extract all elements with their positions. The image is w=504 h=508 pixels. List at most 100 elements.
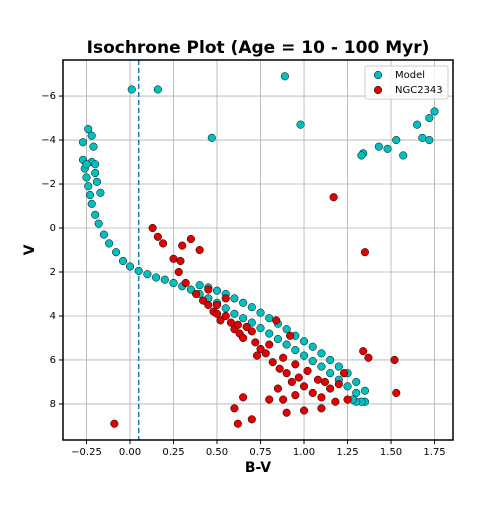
- point: [87, 131, 96, 140]
- point: [186, 285, 195, 294]
- point: [364, 353, 373, 362]
- y-tick-label: −2: [41, 179, 56, 190]
- point: [89, 142, 98, 151]
- point: [317, 404, 326, 413]
- point: [308, 342, 317, 351]
- point: [313, 375, 323, 384]
- point: [216, 316, 225, 325]
- point: [176, 256, 185, 266]
- point: [299, 382, 309, 391]
- point: [331, 397, 340, 406]
- point: [239, 333, 248, 343]
- point: [96, 188, 105, 197]
- point: [299, 337, 309, 346]
- point: [359, 347, 368, 356]
- y-axis-label: V: [22, 244, 38, 255]
- point: [148, 223, 157, 233]
- point: [230, 404, 239, 413]
- point: [204, 285, 213, 294]
- x-tick-label: 0.25: [162, 447, 184, 458]
- point: [94, 219, 103, 228]
- point: [374, 142, 383, 151]
- point: [256, 308, 265, 317]
- point: [390, 355, 399, 365]
- point: [340, 369, 349, 378]
- point: [87, 199, 96, 208]
- point: [84, 125, 93, 134]
- point: [195, 245, 204, 255]
- point: [352, 377, 361, 386]
- point: [242, 322, 251, 332]
- point: [296, 120, 305, 129]
- x-tick-label: 1.25: [336, 447, 358, 458]
- point: [99, 230, 108, 239]
- point: [265, 329, 274, 338]
- point: [279, 395, 288, 404]
- point: [134, 266, 143, 275]
- point: [326, 384, 335, 393]
- point: [265, 340, 274, 349]
- legend-box: [364, 65, 449, 100]
- x-tick-label: 1.75: [423, 447, 445, 458]
- point: [256, 344, 265, 354]
- point: [239, 314, 248, 323]
- point: [413, 120, 422, 129]
- point: [360, 386, 369, 395]
- point: [247, 318, 256, 327]
- point: [287, 377, 296, 386]
- point: [299, 406, 309, 415]
- point: [204, 300, 213, 310]
- point: [282, 325, 291, 334]
- point: [294, 373, 303, 382]
- legend-marker: [373, 70, 383, 80]
- chart-title: Isochrone Plot (Age = 10 - 100 Myr): [87, 38, 430, 58]
- y-tick-label: 6: [50, 355, 56, 366]
- point: [207, 133, 216, 142]
- point: [251, 338, 260, 347]
- point: [212, 300, 222, 310]
- point: [105, 239, 114, 248]
- y-tick-label: 0: [50, 223, 56, 234]
- legend-marker: [373, 85, 383, 95]
- point: [256, 324, 265, 333]
- point: [352, 388, 361, 397]
- point: [399, 151, 408, 160]
- x-tick-label: 0.50: [206, 447, 228, 458]
- point: [392, 388, 401, 397]
- point: [78, 138, 88, 147]
- point: [252, 351, 262, 360]
- point: [84, 182, 93, 191]
- point: [272, 316, 281, 325]
- point: [92, 177, 101, 186]
- point: [91, 210, 100, 219]
- point: [291, 346, 300, 355]
- point: [273, 384, 282, 393]
- point: [230, 309, 239, 318]
- point: [286, 331, 295, 340]
- point: [317, 362, 326, 371]
- x-tick-label: 0.00: [119, 447, 141, 458]
- point: [199, 296, 208, 305]
- point: [299, 351, 309, 360]
- point: [118, 256, 128, 266]
- point: [343, 395, 352, 404]
- point: [159, 239, 168, 248]
- point: [282, 340, 291, 349]
- x-tick-label: 1.50: [380, 447, 402, 458]
- point: [169, 278, 178, 288]
- point: [239, 393, 248, 402]
- plot-frame: [62, 59, 454, 441]
- point: [178, 241, 187, 250]
- point: [360, 248, 369, 257]
- point: [82, 160, 91, 169]
- point: [91, 168, 100, 178]
- point: [125, 262, 135, 271]
- legend-label: NGC2343: [395, 85, 443, 96]
- y-tick-label: 4: [50, 311, 56, 322]
- point: [247, 415, 256, 424]
- point: [279, 353, 288, 362]
- point: [425, 114, 434, 123]
- point: [268, 358, 277, 367]
- point: [221, 304, 230, 313]
- x-axis-label: B-V: [245, 460, 271, 476]
